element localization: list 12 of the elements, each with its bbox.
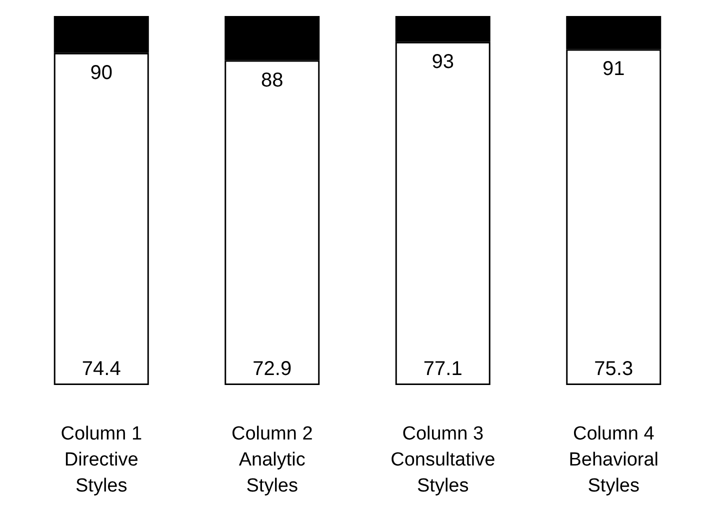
x-tick-label: Column 4 Behavioral Styles xyxy=(568,424,659,496)
annotation: 77.1 xyxy=(423,358,462,380)
data-label: 90 xyxy=(90,62,112,84)
data-label: 88 xyxy=(261,69,284,92)
x-tick-label: Column 2 Analytic Styles xyxy=(231,424,313,496)
annotation: 74.4 xyxy=(82,358,121,380)
annotation: 72.9 xyxy=(252,358,292,380)
data-label: 91 xyxy=(602,58,625,80)
x-tick-label: Column 3 Consultative Styles xyxy=(390,424,496,496)
x-tick-label: Column 1 Directive Styles xyxy=(60,424,142,496)
data-label: 93 xyxy=(432,50,454,73)
annotation: 75.3 xyxy=(594,358,634,380)
